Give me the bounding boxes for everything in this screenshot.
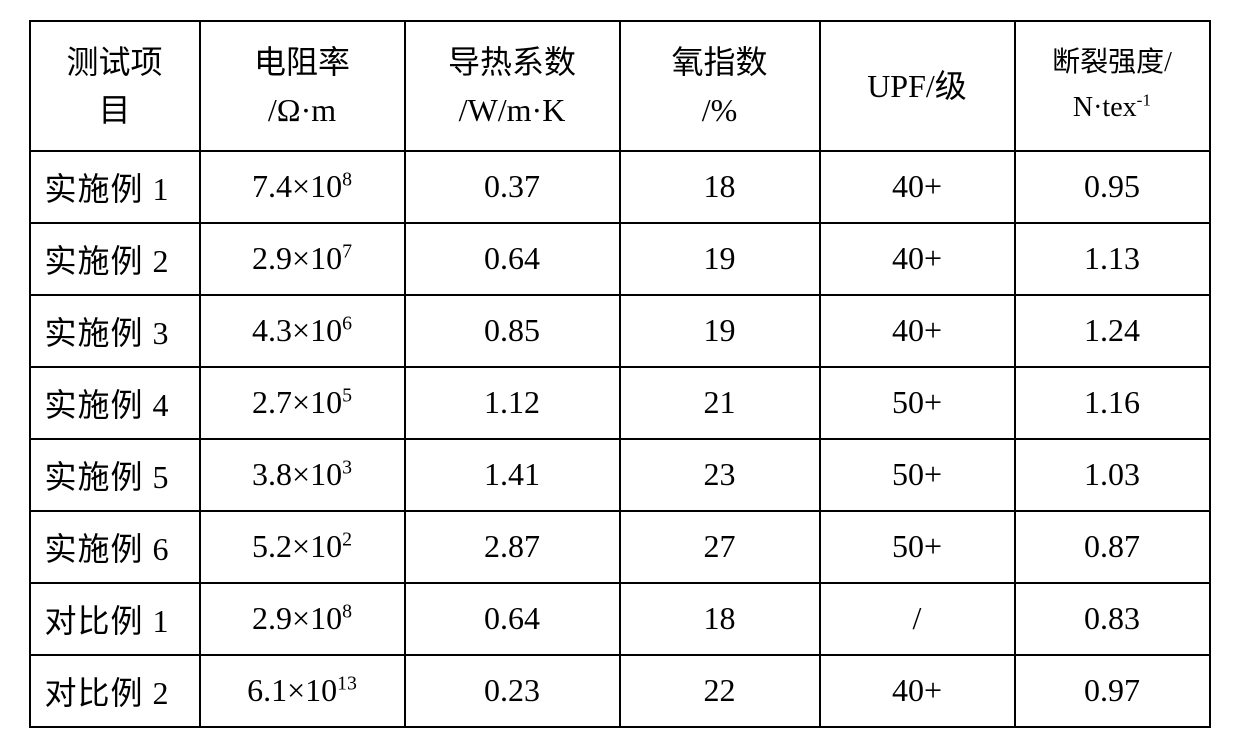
row-label: 实施例 1	[30, 151, 200, 223]
cell-strength: 0.95	[1015, 151, 1210, 223]
cell-oxygen: 27	[620, 511, 820, 583]
col-header-oxygen-index: 氧指数/%	[620, 21, 820, 151]
cell-oxygen: 19	[620, 295, 820, 367]
cell-thermal: 1.12	[405, 367, 620, 439]
table-row: 实施例 2 2.9×107 0.64 19 40+ 1.13	[30, 223, 1210, 295]
row-label: 实施例 5	[30, 439, 200, 511]
cell-thermal: 0.85	[405, 295, 620, 367]
cell-thermal: 0.37	[405, 151, 620, 223]
col-header-resistivity: 电阻率/Ω·m	[200, 21, 405, 151]
table-row: 对比例 1 2.9×108 0.64 18 / 0.83	[30, 583, 1210, 655]
data-table: 测试项目 电阻率/Ω·m 导热系数/W/m·K 氧指数/% UPF/级 断裂强度…	[29, 20, 1211, 728]
cell-oxygen: 23	[620, 439, 820, 511]
cell-upf: 40+	[820, 223, 1015, 295]
cell-upf: 50+	[820, 439, 1015, 511]
col-header-thermal-conductivity: 导热系数/W/m·K	[405, 21, 620, 151]
cell-resistivity: 3.8×103	[200, 439, 405, 511]
table-header: 测试项目 电阻率/Ω·m 导热系数/W/m·K 氧指数/% UPF/级 断裂强度…	[30, 21, 1210, 151]
cell-oxygen: 18	[620, 583, 820, 655]
table-body: 实施例 1 7.4×108 0.37 18 40+ 0.95 实施例 2 2.9…	[30, 151, 1210, 727]
table-row: 实施例 6 5.2×102 2.87 27 50+ 0.87	[30, 511, 1210, 583]
row-label: 实施例 3	[30, 295, 200, 367]
cell-upf: 40+	[820, 655, 1015, 727]
cell-strength: 1.13	[1015, 223, 1210, 295]
row-label: 实施例 2	[30, 223, 200, 295]
cell-thermal: 2.87	[405, 511, 620, 583]
cell-oxygen: 19	[620, 223, 820, 295]
cell-oxygen: 22	[620, 655, 820, 727]
cell-resistivity: 2.9×108	[200, 583, 405, 655]
cell-resistivity: 7.4×108	[200, 151, 405, 223]
table-row: 实施例 4 2.7×105 1.12 21 50+ 1.16	[30, 367, 1210, 439]
row-label: 实施例 4	[30, 367, 200, 439]
table-row: 实施例 3 4.3×106 0.85 19 40+ 1.24	[30, 295, 1210, 367]
cell-oxygen: 18	[620, 151, 820, 223]
table-row: 实施例 5 3.8×103 1.41 23 50+ 1.03	[30, 439, 1210, 511]
col-header-break-strength: 断裂强度/N·tex-1	[1015, 21, 1210, 151]
cell-resistivity: 2.7×105	[200, 367, 405, 439]
cell-thermal: 1.41	[405, 439, 620, 511]
cell-upf: 50+	[820, 367, 1015, 439]
row-label: 对比例 1	[30, 583, 200, 655]
cell-strength: 0.87	[1015, 511, 1210, 583]
cell-strength: 1.16	[1015, 367, 1210, 439]
row-label: 实施例 6	[30, 511, 200, 583]
cell-upf: /	[820, 583, 1015, 655]
row-label: 对比例 2	[30, 655, 200, 727]
cell-resistivity: 6.1×1013	[200, 655, 405, 727]
cell-thermal: 0.64	[405, 223, 620, 295]
table-row: 实施例 1 7.4×108 0.37 18 40+ 0.95	[30, 151, 1210, 223]
cell-strength: 1.03	[1015, 439, 1210, 511]
cell-strength: 1.24	[1015, 295, 1210, 367]
cell-upf: 50+	[820, 511, 1015, 583]
cell-strength: 0.97	[1015, 655, 1210, 727]
cell-thermal: 0.23	[405, 655, 620, 727]
cell-resistivity: 4.3×106	[200, 295, 405, 367]
cell-strength: 0.83	[1015, 583, 1210, 655]
table-row: 对比例 2 6.1×1013 0.23 22 40+ 0.97	[30, 655, 1210, 727]
col-header-upf: UPF/级	[820, 21, 1015, 151]
cell-upf: 40+	[820, 295, 1015, 367]
cell-oxygen: 21	[620, 367, 820, 439]
cell-thermal: 0.64	[405, 583, 620, 655]
col-header-test-item: 测试项目	[30, 21, 200, 151]
cell-resistivity: 2.9×107	[200, 223, 405, 295]
cell-upf: 40+	[820, 151, 1015, 223]
cell-resistivity: 5.2×102	[200, 511, 405, 583]
